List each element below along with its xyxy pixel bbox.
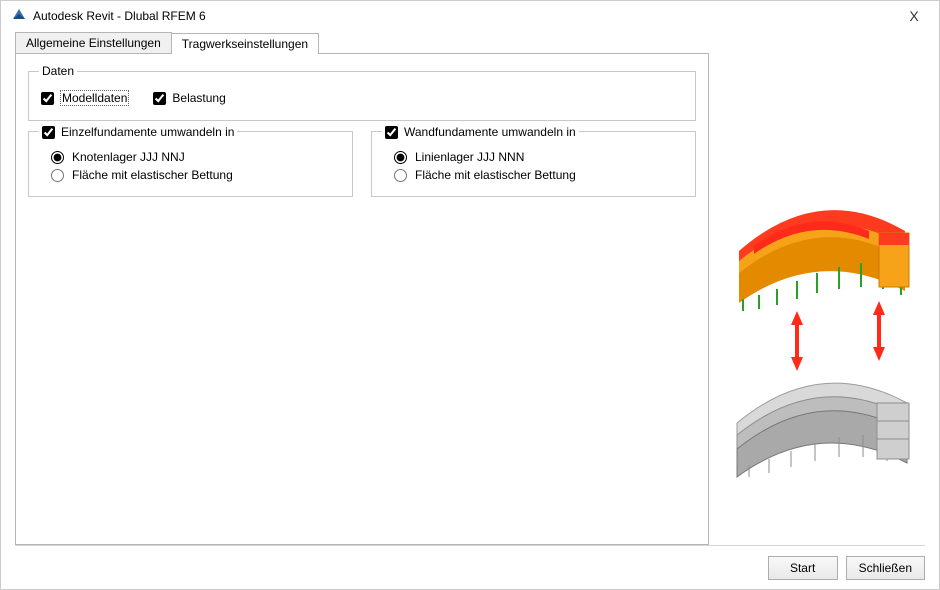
checkbox-einzelfundamente[interactable]: [42, 126, 55, 139]
tab-general-label: Allgemeine Einstellungen: [26, 36, 161, 50]
checkbox-wandfundamente[interactable]: [385, 126, 398, 139]
radio-linienlager-wrap[interactable]: Linienlager JJJ NNN: [394, 150, 685, 164]
radio-flaeche-left-label: Fläche mit elastischer Bettung: [72, 168, 233, 182]
tab-structural[interactable]: Tragwerkseinstellungen: [171, 33, 319, 54]
group-einzelfundamente: Einzelfundamente umwandeln in Knotenlage…: [28, 131, 353, 197]
illustration-image: [719, 183, 925, 483]
group-einzelfundamente-label: Einzelfundamente umwandeln in: [61, 125, 234, 139]
checkbox-belastung-wrap[interactable]: Belastung: [153, 90, 225, 106]
radio-knotenlager-label: Knotenlager JJJ NNJ: [72, 150, 185, 164]
tabstrip: Allgemeine Einstellungen Tragwerkseinste…: [15, 31, 709, 53]
radio-linienlager-label: Linienlager JJJ NNN: [415, 150, 524, 164]
checkbox-modelldaten-wrap[interactable]: Modelldaten: [41, 90, 129, 106]
radio-flaeche-left-wrap[interactable]: Fläche mit elastischer Bettung: [51, 168, 342, 182]
close-icon[interactable]: X: [899, 8, 929, 24]
footer: Start Schließen: [15, 545, 925, 589]
radio-flaeche-right-label: Fläche mit elastischer Bettung: [415, 168, 576, 182]
radio-flaeche-left[interactable]: [51, 169, 64, 182]
titlebar: Autodesk Revit - Dlubal RFEM 6 X: [1, 1, 939, 31]
group-data: Daten Modelldaten Belastung: [28, 64, 696, 121]
checkbox-modelldaten-label: Modelldaten: [60, 90, 129, 106]
start-button[interactable]: Start: [768, 556, 838, 580]
radio-flaeche-right[interactable]: [394, 169, 407, 182]
checkbox-belastung-label: Belastung: [172, 91, 225, 105]
group-data-legend: Daten: [39, 64, 77, 78]
tab-general[interactable]: Allgemeine Einstellungen: [15, 32, 172, 53]
window-title: Autodesk Revit - Dlubal RFEM 6: [33, 9, 893, 23]
radio-knotenlager-wrap[interactable]: Knotenlager JJJ NNJ: [51, 150, 342, 164]
app-icon: [11, 7, 27, 26]
radio-linienlager[interactable]: [394, 151, 407, 164]
radio-flaeche-right-wrap[interactable]: Fläche mit elastischer Bettung: [394, 168, 685, 182]
group-wandfundamente: Wandfundamente umwandeln in Linienlager …: [371, 131, 696, 197]
group-wandfundamente-label: Wandfundamente umwandeln in: [404, 125, 576, 139]
tab-body: Daten Modelldaten Belastung: [15, 53, 709, 545]
illustration-pane: [719, 31, 925, 545]
dialog-window: Autodesk Revit - Dlubal RFEM 6 X Allgeme…: [0, 0, 940, 590]
radio-knotenlager[interactable]: [51, 151, 64, 164]
close-button[interactable]: Schließen: [846, 556, 925, 580]
checkbox-belastung[interactable]: [153, 92, 166, 105]
checkbox-modelldaten[interactable]: [41, 92, 54, 105]
tab-structural-label: Tragwerkseinstellungen: [182, 37, 308, 51]
